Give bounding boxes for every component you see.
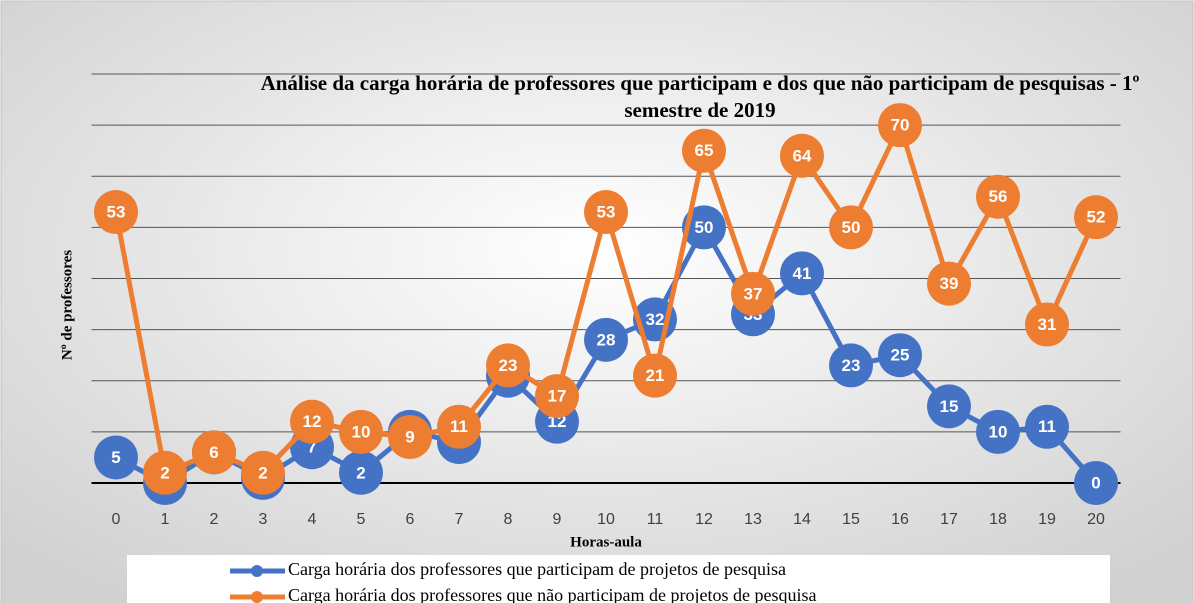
data-point	[1025, 404, 1069, 449]
data-point	[682, 205, 726, 250]
x-tick-label: 1	[161, 511, 170, 528]
data-label: 12	[303, 412, 322, 431]
data-label: 41	[793, 264, 812, 283]
x-tick-label: 4	[308, 511, 317, 528]
data-label: 37	[744, 284, 763, 303]
data-point	[927, 384, 971, 429]
x-tick-label: 2	[210, 511, 219, 528]
data-label: 11	[450, 417, 468, 436]
data-label: 50	[695, 218, 714, 237]
x-tick-label: 17	[940, 511, 958, 528]
data-point	[1025, 302, 1069, 347]
data-label: 28	[597, 330, 616, 349]
x-tick-label: 18	[989, 511, 1007, 528]
x-tick-label: 16	[891, 511, 909, 528]
data-point	[1074, 195, 1118, 240]
x-tick-label: 9	[553, 511, 562, 528]
data-label: 2	[258, 463, 267, 482]
data-label: 23	[499, 356, 518, 375]
x-axis-label: Horas-aula	[570, 534, 642, 550]
x-tick-label: 0	[112, 511, 121, 528]
x-tick-label: 7	[455, 511, 464, 528]
x-tick-label: 10	[597, 511, 615, 528]
data-label: 65	[695, 141, 714, 160]
data-label: 32	[646, 310, 665, 329]
data-point	[192, 430, 236, 475]
x-tick-label: 5	[357, 511, 366, 528]
data-label: 10	[352, 422, 371, 441]
data-label: 31	[1038, 315, 1057, 334]
data-point	[241, 450, 285, 495]
x-tick-label: 13	[744, 511, 762, 528]
data-point	[339, 409, 383, 454]
data-point	[780, 251, 824, 296]
data-label: 2	[356, 463, 365, 482]
data-point	[339, 450, 383, 495]
data-label: 56	[989, 187, 1008, 206]
x-tick-label: 11	[647, 511, 664, 528]
x-tick-label: 20	[1087, 511, 1105, 528]
data-label: 5	[111, 448, 120, 467]
x-tick-label: 8	[504, 511, 513, 528]
legend-marker	[251, 591, 263, 603]
legend-box	[127, 555, 1110, 603]
x-tick-label: 6	[406, 511, 415, 528]
data-point	[584, 190, 628, 235]
legend-label: Carga horária dos professores que partic…	[288, 559, 786, 579]
data-label: 2	[160, 463, 169, 482]
data-label: 6	[209, 443, 218, 462]
data-point	[976, 409, 1020, 454]
data-point	[486, 343, 530, 388]
data-label: 17	[548, 387, 567, 406]
data-point	[1074, 461, 1118, 505]
data-point	[878, 103, 922, 148]
data-label: 50	[842, 218, 861, 237]
x-tick-label: 15	[842, 511, 860, 528]
data-point	[584, 317, 628, 362]
y-axis-label: Nº de professores	[59, 250, 75, 360]
x-tick-label: 14	[793, 511, 811, 528]
data-point	[388, 414, 432, 459]
data-point	[682, 128, 726, 173]
x-tick-label: 19	[1038, 511, 1056, 528]
data-label: 39	[940, 274, 959, 293]
data-point	[829, 343, 873, 388]
data-label: 15	[940, 397, 959, 416]
data-label: 10	[989, 422, 1008, 441]
data-label: 21	[646, 366, 665, 385]
x-tick-label: 12	[695, 511, 713, 528]
data-point	[633, 353, 677, 398]
x-tick-label: 3	[259, 511, 268, 528]
data-point	[535, 374, 579, 419]
data-label: 9	[405, 427, 414, 446]
data-label: 11	[1038, 417, 1056, 436]
data-label: 23	[842, 356, 861, 375]
data-point	[976, 174, 1020, 219]
data-label: 0	[1091, 473, 1100, 492]
data-point	[780, 133, 824, 178]
data-label: 7	[307, 438, 316, 457]
data-label: 25	[891, 346, 910, 365]
data-point	[829, 205, 873, 250]
data-point	[143, 450, 187, 495]
data-point	[437, 404, 481, 449]
data-label: 52	[1087, 208, 1106, 227]
data-label: 64	[793, 146, 812, 165]
legend-label: Carga horária dos professores que não pa…	[288, 585, 817, 603]
data-point	[878, 333, 922, 378]
data-label: 53	[107, 203, 126, 222]
data-point	[290, 399, 334, 444]
data-point	[927, 261, 971, 306]
data-point	[94, 190, 138, 235]
chart-title: Análise da carga horária de professores …	[260, 71, 1140, 122]
data-point	[94, 435, 138, 480]
data-label: 70	[891, 116, 910, 135]
data-label: 53	[597, 203, 616, 222]
data-point	[731, 271, 775, 316]
legend-marker	[251, 565, 263, 577]
